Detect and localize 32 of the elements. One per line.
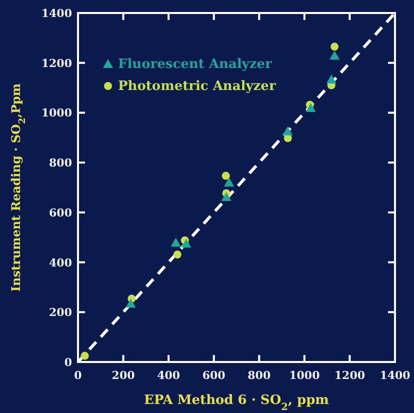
x-tick-label: 0 bbox=[74, 369, 82, 382]
point bbox=[173, 250, 182, 259]
point bbox=[330, 50, 340, 60]
point bbox=[80, 352, 89, 360]
y-tick-label: 1200 bbox=[41, 56, 72, 70]
x-tick-label: 1000 bbox=[289, 369, 320, 382]
y-tick-label: 0 bbox=[64, 356, 72, 369]
x-axis-title: EPA Method 6 · SO$_{2}$, ppm bbox=[144, 393, 330, 412]
point bbox=[221, 192, 232, 201]
x-tick-label: 600 bbox=[202, 369, 226, 382]
y-tick-label: 400 bbox=[49, 256, 72, 270]
point bbox=[306, 102, 316, 112]
legend-label: Fluorescent Analyzer bbox=[118, 57, 272, 72]
x-tick-label: 200 bbox=[112, 369, 136, 382]
y-tick-label: 1000 bbox=[41, 106, 72, 120]
point bbox=[222, 172, 230, 180]
y-tick-label: 200 bbox=[49, 306, 72, 320]
point bbox=[181, 238, 192, 248]
point bbox=[126, 298, 136, 308]
x-tick-label: 1200 bbox=[334, 369, 366, 382]
y-tick-label: 600 bbox=[49, 206, 72, 220]
legend-label: Photometric Analyzer bbox=[118, 79, 276, 94]
point bbox=[224, 178, 234, 187]
x-tick-label: 1400 bbox=[380, 369, 411, 382]
y-tick-label: 800 bbox=[49, 156, 72, 170]
y-tick-label: 1400 bbox=[41, 7, 72, 20]
point bbox=[330, 42, 339, 51]
point bbox=[282, 126, 293, 136]
point bbox=[170, 238, 181, 247]
x-tick-label: 400 bbox=[157, 369, 180, 382]
x-tick-label: 800 bbox=[248, 369, 271, 382]
point bbox=[326, 74, 336, 84]
